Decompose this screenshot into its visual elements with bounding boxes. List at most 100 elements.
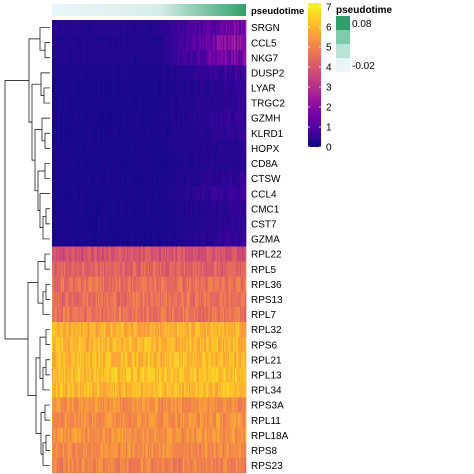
heatmap-cell [159,261,162,278]
heatmap-cell [193,382,196,398]
heatmap-cell [187,95,190,111]
heatmap-cell [198,261,201,278]
heatmap-cell [158,442,161,459]
heatmap-cell [138,367,140,383]
heatmap-cell [153,171,156,187]
heatmap-cell [199,337,202,353]
heatmap-cell [239,306,242,323]
heatmap-cell [90,261,93,278]
heatmap-cell [214,291,217,308]
heatmap-cell [55,201,58,217]
heatmap-cell [118,231,121,247]
heatmap-cell [147,261,150,278]
heatmap-cell [199,427,202,444]
heatmap-cell [75,95,77,111]
heatmap-cell [212,50,214,66]
heatmap-cell [161,140,163,157]
heatmap-cell [224,20,226,36]
heatmap-cell [176,80,179,96]
heatmap-cell [105,306,107,323]
heatmap-cell [199,155,202,172]
heatmap-cell [89,442,92,459]
heatmap-cell [149,231,151,247]
heatmap-cell [127,155,129,172]
heatmap-cell [55,231,58,247]
heatmap-cell [55,367,58,383]
heatmap-cell [76,186,78,202]
heatmap-cell [187,35,190,51]
heatmap-cell [162,35,164,51]
heatmap-cell [170,216,173,232]
heatmap-cell [193,261,196,278]
heatmap-cell [178,457,180,474]
heatmap-cell [153,95,156,111]
heatmap-cell [176,201,179,217]
heatmap-cell [186,110,189,127]
heatmap-cell [85,352,88,368]
heatmap-cell [151,65,153,81]
heatmap-cell [180,140,183,157]
heatmap-cell [58,216,60,232]
heatmap-cell [213,216,215,232]
heatmap-cell [230,322,232,338]
heatmap-cell [185,276,187,293]
heatmap-cell [116,382,118,398]
heatmap-cell [92,261,94,278]
heatmap-cell [130,231,133,247]
heatmap-cell [207,291,209,308]
heatmap-cell [204,412,207,429]
heatmap-cell [202,382,204,398]
heatmap-cell [72,397,75,413]
heatmap-cell [238,80,241,96]
heatmap-cell [209,382,212,398]
heatmap-cell [204,367,207,383]
heatmap-cell [60,35,63,51]
heatmap-cell [165,306,168,323]
heatmap-cell [184,337,186,353]
heatmap-cell [58,125,60,142]
heatmap-cell [138,427,140,444]
heatmap-cell [153,276,156,293]
heatmap-cell [210,140,213,157]
heatmap-cell [196,367,198,383]
heatmap-cell [138,65,140,81]
heatmap-cell [73,246,76,262]
heatmap-cell [124,201,127,217]
heatmap-cell [132,322,134,338]
heatmap-cell [182,412,185,429]
heatmap-cell [189,427,191,444]
heatmap-cell [165,216,168,232]
heatmap-cell [99,412,101,429]
heatmap-cell [225,216,227,232]
heatmap-cell [199,125,202,142]
heatmap-cell [73,397,76,413]
heatmap-cell [117,246,120,262]
heatmap-cell [81,20,83,36]
heatmap-cell [237,337,240,353]
heatmap-cell [176,125,179,142]
heatmap-cell [95,382,98,398]
heatmap-cell [192,216,195,232]
heatmap-cell [224,186,226,202]
heatmap-cell [144,322,146,338]
heatmap-cell [197,427,200,444]
heatmap-cell [119,231,122,247]
heatmap-cell [220,246,223,262]
heatmap-cell [163,186,166,202]
heatmap-cell [218,322,220,338]
heatmap-cell [56,80,59,96]
heatmap-cell [151,276,153,293]
heatmap-cell [149,186,151,202]
heatmap-cell [70,125,72,142]
heatmap-cell [241,276,243,293]
heatmap-cell [202,322,204,338]
heatmap-cell [214,50,217,66]
heatmap-cell [59,231,61,247]
heatmap-cell [118,276,121,293]
heatmap-cell [169,216,172,232]
heatmap-cell [239,50,242,66]
heatmap-cell [150,337,152,353]
heatmap-cell [90,322,93,338]
heatmap-cell [140,35,143,51]
heatmap-cell [224,201,226,217]
